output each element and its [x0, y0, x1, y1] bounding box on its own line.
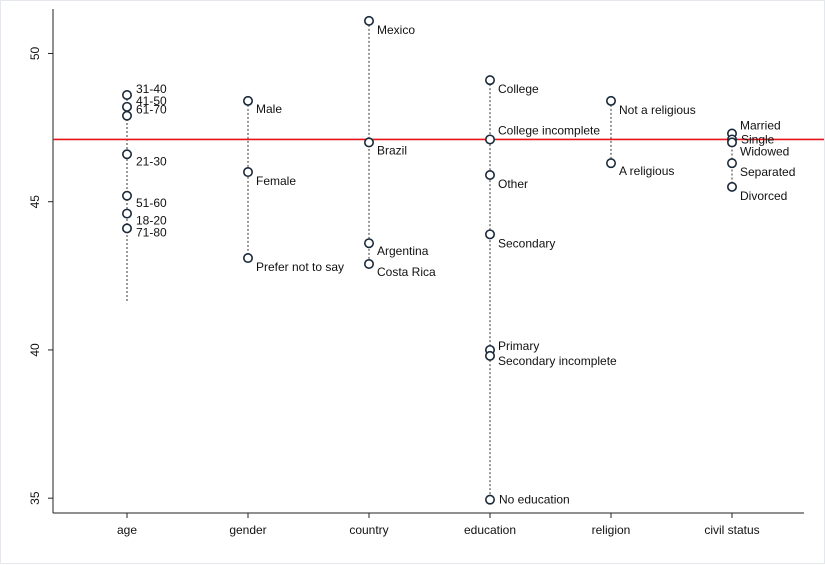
- point-label-age-18-20: 18-20: [136, 214, 167, 228]
- point-education-college: [484, 75, 495, 86]
- point-education-secondary: [484, 229, 495, 240]
- point-label-country-mexico: Mexico: [377, 23, 415, 37]
- point-education-secondary-incomplete: [484, 350, 495, 361]
- point-label-education-secondary-incomplete: Secondary incomplete: [498, 354, 617, 368]
- x-tick-label-religion: religion: [592, 523, 631, 537]
- point-gender-male: [243, 95, 254, 106]
- point-label-education-primary: Primary: [498, 339, 539, 353]
- point-age-21-30: [122, 149, 133, 160]
- point-label-civil-status-divorced: Divorced: [740, 189, 787, 203]
- point-education-no-education: [484, 494, 495, 505]
- point-gender-female: [243, 167, 254, 178]
- point-country-brazil: [363, 137, 374, 148]
- point-age-18-20: [122, 208, 133, 219]
- point-label-religion-a-religious: A religious: [619, 164, 674, 178]
- point-label-age-31-40: 31-40: [136, 82, 167, 96]
- point-civil-status-widowed: [726, 137, 737, 148]
- point-country-mexico: [363, 15, 374, 26]
- point-label-age-61-70: 61-70: [136, 103, 167, 117]
- x-tick-label-civil-status: civil status: [704, 523, 759, 537]
- x-tick-label-education: education: [464, 523, 516, 537]
- point-label-civil-status-single: Single: [741, 132, 775, 146]
- point-label-civil-status-married: Married: [740, 119, 781, 133]
- point-religion-not-a-religious: [605, 95, 616, 106]
- point-education-college-incomplete: [484, 134, 495, 145]
- point-age-51-60: [122, 190, 133, 201]
- point-label-country-argentina: Argentina: [377, 244, 429, 258]
- point-label-religion-not-a-religious: Not a religious: [619, 103, 696, 117]
- point-label-gender-male: Male: [256, 102, 282, 116]
- point-age-61-70: [122, 110, 133, 121]
- point-label-civil-status-widowed: Widowed: [740, 144, 789, 158]
- point-country-costa-rica: [363, 258, 374, 269]
- point-label-civil-status-separated: Separated: [740, 165, 795, 179]
- x-tick-label-country: country: [349, 523, 388, 537]
- point-religion-a-religious: [605, 158, 616, 169]
- point-age-31-40: [122, 89, 133, 100]
- point-civil-status-separated: [726, 158, 737, 169]
- point-label-education-college-incomplete: College incomplete: [498, 123, 600, 137]
- y-tick-label-50: 50: [28, 46, 42, 60]
- point-age-41-50: [122, 101, 133, 112]
- point-label-country-brazil: Brazil: [377, 143, 407, 157]
- point-label-gender-prefer-not-to-say: Prefer not to say: [256, 260, 344, 274]
- point-label-age-51-60: 51-60: [136, 196, 167, 210]
- x-tick-label-age: age: [117, 523, 137, 537]
- point-gender-prefer-not-to-say: [243, 253, 254, 264]
- y-tick-label-45: 45: [28, 195, 42, 209]
- point-label-country-costa-rica: Costa Rica: [377, 265, 436, 279]
- point-label-gender-female: Female: [256, 174, 296, 188]
- point-label-age-71-80: 71-80: [136, 225, 167, 239]
- point-civil-status-divorced: [726, 181, 737, 192]
- point-label-education-secondary: Secondary: [498, 236, 555, 250]
- point-label-education-other: Other: [498, 177, 528, 191]
- point-age-71-80: [122, 223, 133, 234]
- y-tick-label-40: 40: [28, 343, 42, 357]
- point-label-age-41-50: 41-50: [136, 94, 167, 108]
- point-education-other: [484, 170, 495, 181]
- point-label-age-21-30: 21-30: [136, 154, 167, 168]
- point-label-education-college: College: [498, 82, 539, 96]
- x-tick-label-gender: gender: [229, 523, 266, 537]
- point-country-argentina: [363, 238, 374, 249]
- y-tick-label-35: 35: [28, 491, 42, 505]
- point-label-education-no-education: No education: [499, 493, 570, 507]
